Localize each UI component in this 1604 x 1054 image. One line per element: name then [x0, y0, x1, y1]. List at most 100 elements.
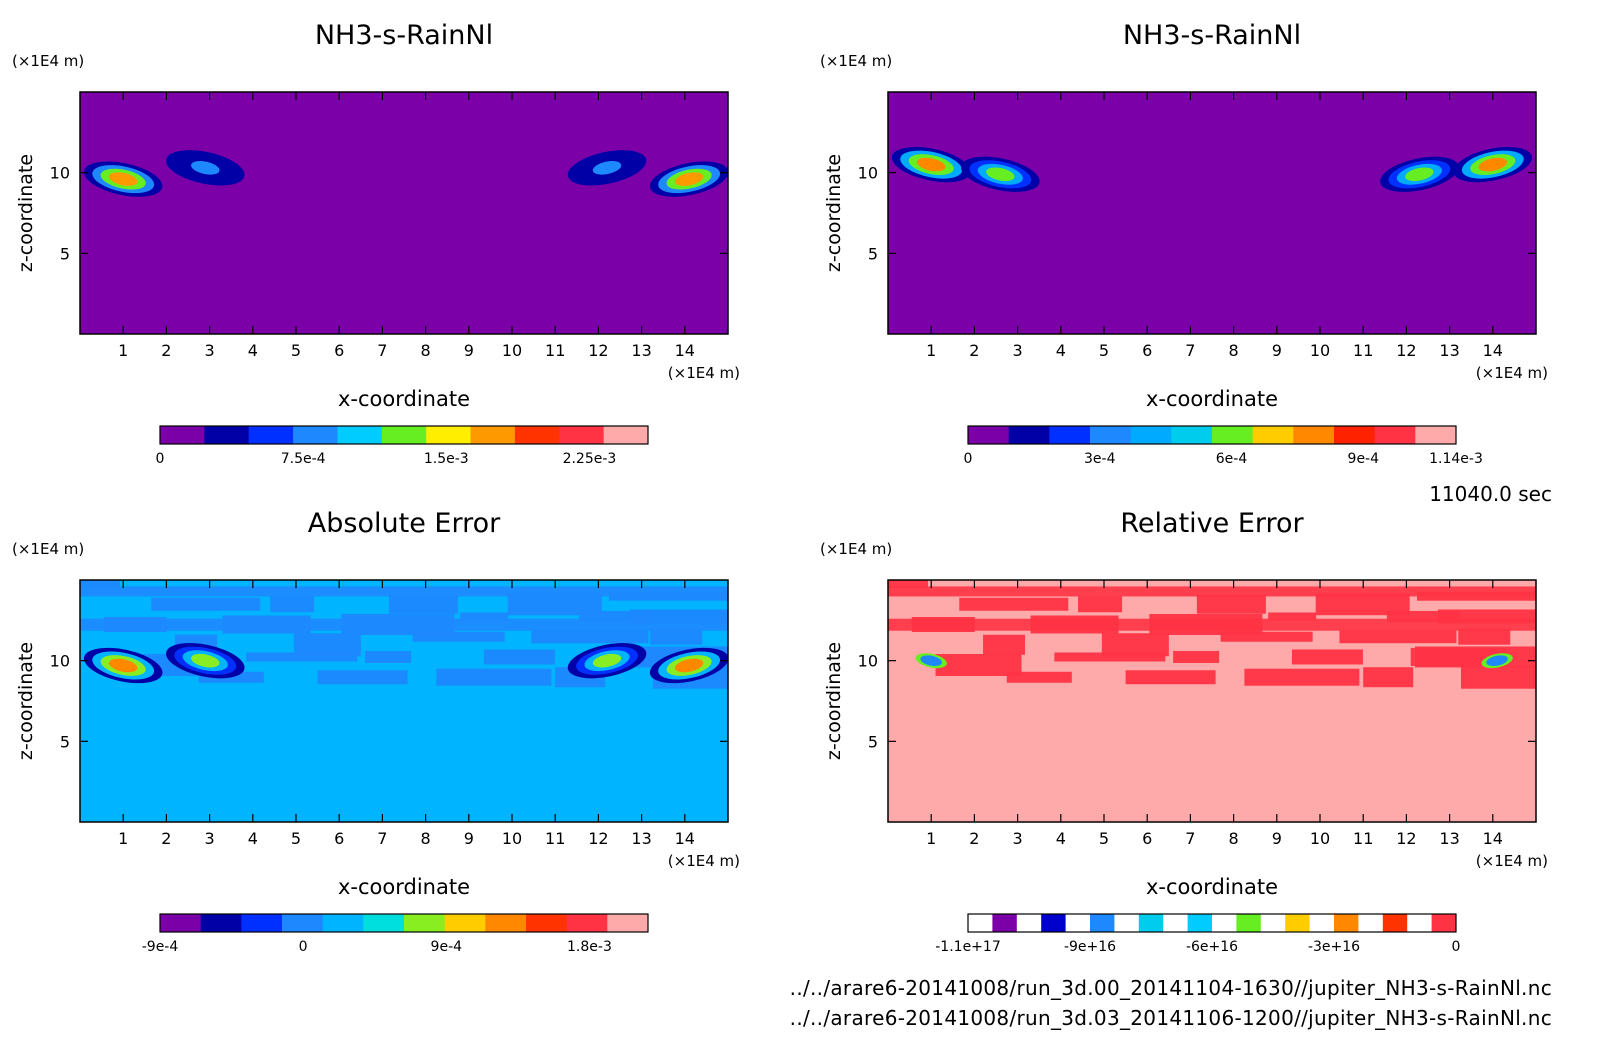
- colorbar-segment: [1090, 426, 1132, 444]
- x-tick-label: 10: [1310, 341, 1330, 360]
- colorbar-frame: [159, 425, 649, 445]
- colorbar-label: 0: [156, 451, 165, 467]
- error-band: [1415, 646, 1536, 668]
- colorbar-segment: [1374, 426, 1416, 444]
- x-tick-label: 3: [205, 829, 215, 848]
- x-unit-label: (×1E4 m): [1476, 364, 1548, 382]
- x-tick-label: 11: [1353, 341, 1373, 360]
- x-tick-label: 8: [421, 829, 431, 848]
- y-tick-label: 5: [868, 244, 878, 263]
- x-axis-label: x-coordinate: [1146, 875, 1278, 899]
- colorbar-label: 3e-4: [1084, 451, 1116, 467]
- colorbar-segment: [603, 426, 649, 444]
- colorbar-frame: [159, 913, 649, 933]
- colorbar-segment: [426, 426, 472, 444]
- colorbar-label: -9e-4: [142, 939, 179, 955]
- error-band: [483, 649, 555, 665]
- error-band: [388, 594, 458, 614]
- data-feature: [191, 653, 220, 668]
- colorbar-segment: [514, 426, 560, 444]
- colorbar-segment: [293, 426, 338, 444]
- colorbar-segment: [1212, 914, 1237, 932]
- colorbar-segment: [1236, 914, 1262, 932]
- error-band: [1196, 594, 1266, 614]
- error-band: [1339, 630, 1457, 644]
- colorbar-segment: [1309, 914, 1335, 932]
- x-tick-label: 7: [1185, 829, 1195, 848]
- colorbar-label: -1.1e+17: [935, 939, 1000, 955]
- x-unit-label: (×1E4 m): [668, 852, 740, 870]
- x-tick-label: 5: [291, 341, 301, 360]
- panel-title: NH3-s-RainNl: [315, 20, 493, 51]
- colorbar-segment: [444, 914, 486, 932]
- colorbar: 0 7.5e-4 1.5e-3 2.25e-3: [156, 425, 649, 467]
- colorbar-segment: [1041, 914, 1067, 932]
- colorbar-segment: [200, 914, 242, 932]
- colorbar-segment: [160, 426, 205, 444]
- plot-area: [80, 92, 728, 334]
- colorbar-label: 1.5e-3: [424, 451, 469, 467]
- x-tick-label: 5: [1099, 829, 1109, 848]
- colorbar-segment: [1090, 914, 1115, 932]
- panel-title: NH3-s-RainNl: [1123, 20, 1301, 51]
- y-tick-label: 10: [858, 652, 878, 671]
- colorbar-segment: [1293, 426, 1335, 444]
- y-unit-label: (×1E4 m): [820, 540, 892, 558]
- colorbar-frame: [967, 425, 1457, 445]
- x-tick-label: 14: [1483, 341, 1503, 360]
- colorbar-segment: [1016, 914, 1042, 932]
- x-tick-label: 2: [161, 341, 171, 360]
- error-band: [460, 612, 509, 621]
- error-band: [317, 670, 408, 685]
- plot-frame: [887, 91, 1537, 335]
- error-band: [888, 618, 1536, 631]
- x-tick-label: 11: [545, 829, 565, 848]
- x-tick-label: 4: [1056, 829, 1066, 848]
- y-tick-label: 5: [868, 732, 878, 751]
- colorbar-label: 0: [299, 939, 308, 955]
- colorbar-segment: [1171, 426, 1213, 444]
- y-tick-label: 5: [60, 244, 70, 263]
- error-band: [888, 586, 1536, 597]
- colorbar-segment: [1130, 426, 1172, 444]
- colorbar-segment: [1252, 426, 1294, 444]
- error-band: [1363, 667, 1414, 688]
- error-band: [507, 593, 602, 616]
- error-band: [151, 597, 261, 611]
- x-tick-label: 2: [969, 341, 979, 360]
- data-feature: [986, 167, 1015, 182]
- error-band: [983, 634, 1026, 655]
- data-feature: [592, 161, 622, 175]
- error-band: [1220, 631, 1313, 642]
- x-tick-label: 5: [1099, 341, 1109, 360]
- error-band: [1291, 649, 1363, 665]
- colorbar-label: 1.8e-3: [567, 939, 612, 955]
- x-tick-label: 4: [1056, 341, 1066, 360]
- colorbar-segment: [1415, 426, 1457, 444]
- error-band: [531, 630, 649, 644]
- colorbar-segment: [322, 914, 364, 932]
- error-band: [436, 668, 552, 686]
- colorbar-segment: [1431, 914, 1457, 932]
- y-tick-label: 10: [50, 652, 70, 671]
- error-band: [293, 633, 361, 657]
- x-tick-label: 6: [334, 341, 344, 360]
- colorbar-segment: [1138, 914, 1164, 932]
- colorbar-segment: [1334, 426, 1376, 444]
- colorbar-segment: [160, 914, 202, 932]
- colorbar-segment: [526, 914, 568, 932]
- panel-top-left: NH3-s-RainNl(×1E4 m)1 2 3 4 5 6 7 8 9 10 11 12 13 145…: [12, 20, 740, 467]
- panel-top-right: NH3-s-RainNl(×1E4 m)1 2 3 4 5 6 7 8 9 10 11 12 13 145…: [820, 20, 1548, 467]
- data-feature: [108, 658, 138, 673]
- error-band: [959, 597, 1069, 611]
- x-tick-label: 2: [161, 829, 171, 848]
- colorbar-segment: [1114, 914, 1140, 932]
- x-tick-label: 6: [1142, 829, 1152, 848]
- x-tick-label: 8: [421, 341, 431, 360]
- x-tick-label: 12: [588, 341, 608, 360]
- x-tick-label: 12: [1396, 341, 1416, 360]
- colorbar-label: 7.5e-4: [281, 451, 326, 467]
- error-band: [80, 586, 728, 597]
- colorbar-segment: [1212, 426, 1254, 444]
- x-tick-label: 13: [631, 829, 651, 848]
